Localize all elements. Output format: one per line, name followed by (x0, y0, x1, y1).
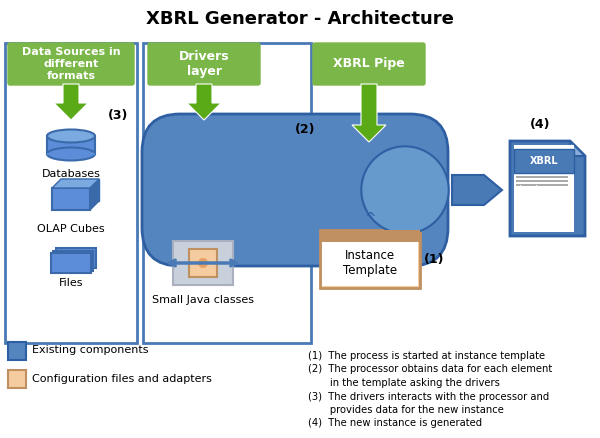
Polygon shape (90, 179, 99, 210)
Polygon shape (510, 141, 585, 236)
Text: Small Java classes: Small Java classes (152, 295, 254, 305)
Polygon shape (452, 175, 502, 205)
Text: Instance
document: Instance document (514, 184, 574, 212)
FancyBboxPatch shape (53, 251, 93, 271)
FancyBboxPatch shape (516, 180, 568, 182)
Text: Files: Files (59, 278, 83, 288)
Text: Instance
Template: Instance Template (343, 249, 397, 277)
FancyBboxPatch shape (8, 342, 26, 360)
Text: OLAP Cubes: OLAP Cubes (37, 224, 105, 234)
Text: Configuration files and adapters: Configuration files and adapters (32, 374, 212, 384)
FancyBboxPatch shape (5, 43, 137, 343)
Text: XBRL Pipe: XBRL Pipe (333, 57, 405, 71)
FancyBboxPatch shape (143, 43, 311, 343)
Text: XBRL Generator - Architecture: XBRL Generator - Architecture (146, 10, 454, 28)
FancyBboxPatch shape (514, 149, 574, 173)
FancyBboxPatch shape (173, 241, 233, 285)
FancyBboxPatch shape (322, 242, 418, 286)
FancyBboxPatch shape (320, 230, 420, 242)
FancyBboxPatch shape (142, 114, 448, 266)
FancyBboxPatch shape (52, 188, 90, 210)
Ellipse shape (47, 130, 95, 142)
Ellipse shape (47, 148, 95, 160)
Polygon shape (570, 141, 585, 156)
Text: provides data for the new instance: provides data for the new instance (308, 405, 504, 415)
FancyBboxPatch shape (514, 145, 574, 232)
Text: (2): (2) (295, 124, 315, 137)
Text: Databases: Databases (41, 169, 100, 179)
Text: (1)  The process is started at instance template: (1) The process is started at instance t… (308, 351, 545, 361)
Polygon shape (54, 84, 88, 120)
Text: XBRL: XBRL (529, 156, 558, 166)
Bar (47, 136, 95, 154)
FancyBboxPatch shape (51, 253, 91, 273)
Bar (47, 153, 95, 155)
Text: (1): (1) (424, 252, 445, 265)
FancyBboxPatch shape (516, 184, 568, 186)
Text: Drivers
layer: Drivers layer (179, 50, 229, 78)
Polygon shape (352, 84, 386, 142)
Text: (3): (3) (108, 109, 128, 121)
FancyBboxPatch shape (148, 43, 260, 85)
FancyBboxPatch shape (189, 249, 217, 277)
Text: Data Sources in
different
formats: Data Sources in different formats (22, 47, 121, 81)
FancyBboxPatch shape (8, 370, 26, 388)
Ellipse shape (198, 258, 208, 268)
Ellipse shape (361, 146, 449, 234)
FancyBboxPatch shape (516, 176, 568, 178)
Text: ^: ^ (364, 212, 376, 226)
FancyBboxPatch shape (61, 179, 99, 201)
FancyBboxPatch shape (8, 43, 134, 85)
Text: Existing components: Existing components (32, 345, 149, 355)
FancyBboxPatch shape (313, 43, 425, 85)
Text: (4): (4) (530, 118, 550, 131)
FancyBboxPatch shape (320, 230, 420, 288)
Polygon shape (52, 179, 99, 188)
Text: in the template asking the drivers: in the template asking the drivers (308, 378, 500, 388)
FancyBboxPatch shape (56, 248, 96, 268)
Text: (3)  The drivers interacts with the processor and: (3) The drivers interacts with the proce… (308, 392, 549, 402)
Text: (4)  The new instance is generated: (4) The new instance is generated (308, 418, 482, 428)
Polygon shape (187, 84, 221, 120)
Text: (2)  The processor obtains data for each element: (2) The processor obtains data for each … (308, 364, 552, 374)
